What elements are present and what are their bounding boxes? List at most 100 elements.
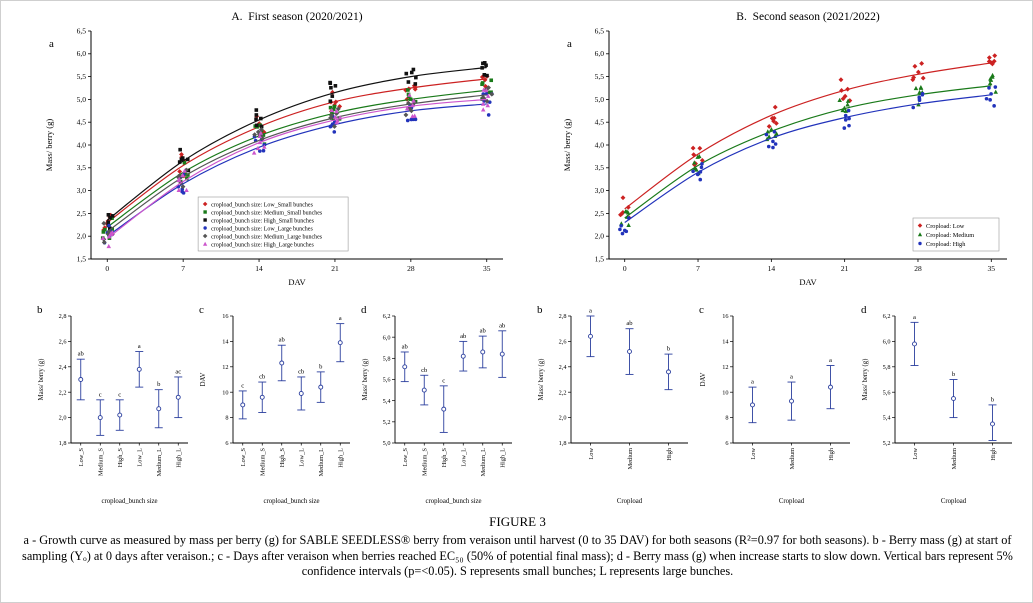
svg-text:High_L: High_L [338,448,345,468]
svg-text:6,0: 6,0 [383,334,391,341]
svg-text:6,0: 6,0 [595,49,605,58]
svg-text:6,5: 6,5 [77,26,87,35]
svg-text:6,2: 6,2 [883,313,891,320]
svg-text:High: High [828,447,835,460]
svg-text:b: b [667,346,671,353]
svg-text:14: 14 [255,264,263,273]
svg-text:1,8: 1,8 [559,440,567,447]
svg-text:0: 0 [105,264,109,273]
svg-text:Medium_S: Medium_S [422,448,429,476]
svg-text:14: 14 [222,339,229,346]
svg-text:cropload_bunch size: Low_Small: cropload_bunch size: Low_Small bunches [211,202,313,208]
svg-text:a: a [913,314,916,321]
svg-text:Mass/ berry (g): Mass/ berry (g) [862,359,869,401]
svg-text:High_L: High_L [176,448,183,468]
svg-text:Medium_L: Medium_L [318,448,325,476]
svg-text:ac: ac [175,368,181,375]
svg-text:DAV: DAV [799,277,817,287]
svg-text:4,0: 4,0 [77,140,87,149]
svg-text:6,5: 6,5 [595,26,605,35]
svg-text:c: c [241,382,244,389]
svg-text:a: a [589,308,592,315]
svg-text:a: a [829,357,832,364]
svg-text:2,5: 2,5 [77,209,87,218]
svg-text:Cropload: Cropload [617,498,643,505]
svg-text:a: a [49,38,54,50]
svg-text:5,8: 5,8 [383,355,391,362]
svg-text:2,4: 2,4 [559,364,568,371]
svg-text:7: 7 [181,264,185,273]
svg-text:cb: cb [421,367,428,374]
svg-text:5,0: 5,0 [383,440,391,447]
svg-text:5,6: 5,6 [883,389,891,396]
svg-text:DAV: DAV [288,277,306,287]
svg-text:Cropload: Cropload [941,498,967,505]
svg-text:3,5: 3,5 [77,163,87,172]
svg-text:10: 10 [722,389,728,396]
svg-text:5,8: 5,8 [883,364,891,371]
svg-text:c: c [99,391,102,398]
svg-text:Low: Low [912,448,919,460]
figure-caption-text: a - Growth curve as measured by mass per… [22,533,1013,579]
svg-text:6,2: 6,2 [383,313,391,320]
svg-text:35: 35 [988,264,996,273]
svg-text:ab: ab [460,333,467,340]
svg-text:5,5: 5,5 [77,72,87,81]
svg-text:a: a [339,315,342,322]
svg-text:High_S: High_S [117,448,124,468]
svg-text:ab: ab [78,351,85,358]
svg-text:a: a [751,379,754,386]
svg-text:Medium: Medium [951,448,958,469]
chart-growth-second-season: B. Second season (2021/2022) a 1,5 2,0 2,5 3,… [557,7,1021,299]
svg-text:14: 14 [768,264,776,273]
svg-text:5,5: 5,5 [595,72,605,81]
svg-text:b: b [537,304,543,316]
svg-text:Low_S: Low_S [240,448,247,467]
svg-text:4,0: 4,0 [595,140,605,149]
svg-text:High_L: High_L [500,448,507,468]
svg-text:5,4: 5,4 [383,398,392,405]
small-charts-row: b 1,8 2,0 2,2 2,4 2,6 2,8 Low_S ab Medium_S c High_… [35,300,1019,507]
figure-caption-title: FIGURE 3 [489,514,546,529]
svg-text:16: 16 [222,313,228,320]
svg-text:ab: ab [279,337,286,344]
svg-text:cropload_bunch size: High_Larg: cropload_bunch size: High_Large bunches [211,242,314,248]
svg-text:7: 7 [696,264,700,273]
svg-text:b: b [157,381,161,388]
svg-text:21: 21 [331,264,339,273]
svg-text:3,0: 3,0 [77,186,87,195]
svg-text:2,6: 2,6 [559,339,567,346]
svg-text:2,0: 2,0 [59,415,67,422]
svg-text:c: c [699,304,704,316]
svg-text:ab: ab [402,343,409,350]
svg-text:21: 21 [841,264,849,273]
svg-text:6,0: 6,0 [883,339,891,346]
svg-text:cropload_bunch size: High_Smal: cropload_bunch size: High_Small bunches [211,218,314,224]
svg-text:cb: cb [259,374,266,381]
svg-text:5,2: 5,2 [383,419,391,426]
svg-text:Cropload: Cropload [779,498,805,505]
chart-svg-growth-first-season: A. First season (2020/2021) a 1,5 2,0 2,5 3,0… [44,11,503,287]
svg-text:3,5: 3,5 [595,163,605,172]
svg-text:b: b [952,371,956,378]
svg-text:c: c [199,304,204,316]
chart-svg-y0-second-season: b 1,8 2,0 2,2 2,4 2,6 2,8 Low a Medium ab High b Crop… [537,304,688,505]
svg-text:Medium: Medium [789,448,796,469]
svg-text:ab: ab [626,320,633,327]
chart-svg-y0-first-season: b1,82,02,22,42,62,8Low_SabMedium_ScHigh_… [37,304,188,505]
chart-final-mass-second-season: d 5,2 5,4 5,6 5,8 6,0 6,2 Low a Medium b High b Cropl… [859,300,1019,507]
svg-text:3,0: 3,0 [595,186,605,195]
svg-text:Low_L: Low_L [137,448,144,467]
svg-text:16: 16 [722,313,728,320]
svg-text:1,8: 1,8 [59,440,67,447]
svg-text:2,0: 2,0 [77,232,87,241]
svg-text:2,5: 2,5 [595,209,605,218]
svg-text:b: b [991,396,995,403]
svg-text:8: 8 [725,415,728,422]
svg-text:Medium_S: Medium_S [260,448,267,476]
svg-text:High: High [666,447,673,460]
svg-text:5,2: 5,2 [883,440,891,447]
svg-text:c: c [118,391,121,398]
svg-text:cropload_bunch size: cropload_bunch size [101,498,157,505]
